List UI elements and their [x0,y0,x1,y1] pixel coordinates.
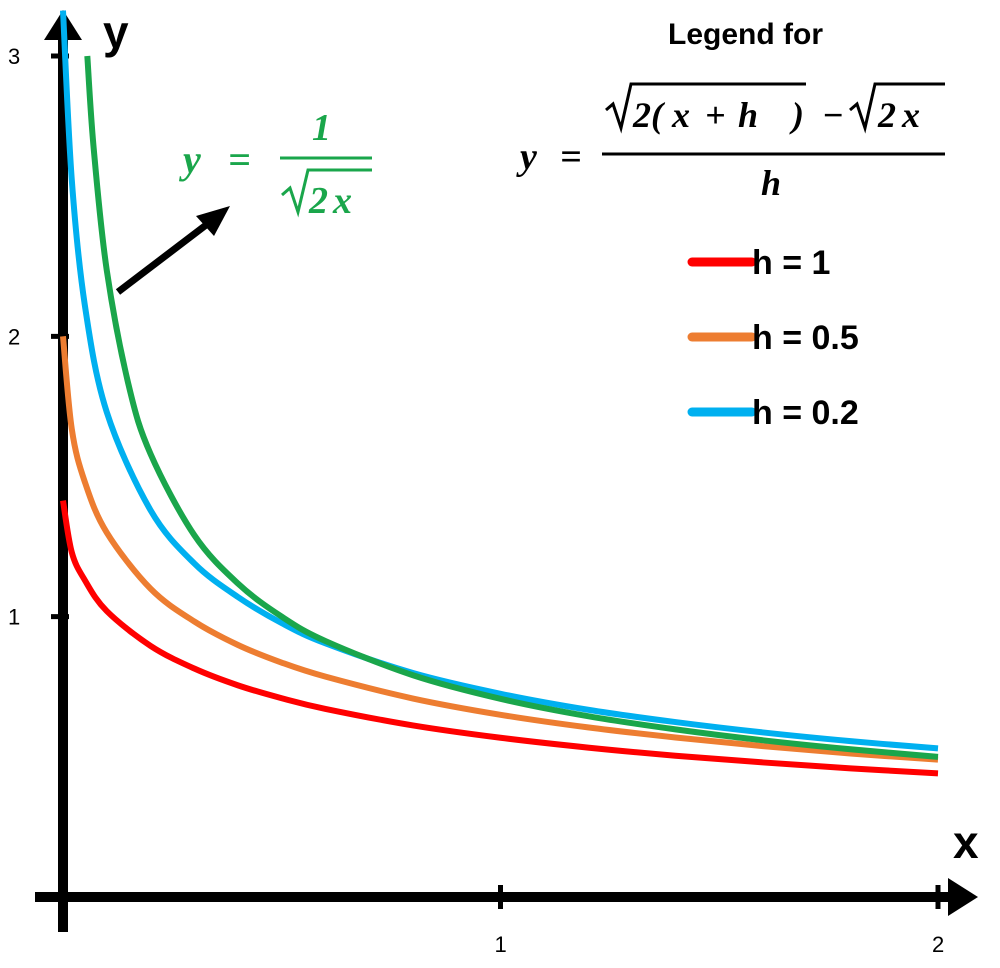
svg-text:h: h [761,163,781,203]
series-line-0 [60,500,939,777]
annotation-formula: y = 1 2 x [179,107,372,222]
legend-heading: Legend for [668,18,823,51]
legend: Legend for y = 2( x + h ) − 2 x h h = 1h… [516,18,945,432]
svg-text:x: x [671,95,690,135]
x-tick-label: 1 [495,932,507,957]
x-axis-title: x [953,816,979,868]
legend-formula: y = 2( x + h ) − 2 x h [516,82,945,203]
series-line-3 [84,55,939,760]
svg-text:x: x [901,95,920,135]
x-axis-arrowhead [948,878,978,916]
svg-text:+: + [705,95,726,135]
x-tick-label: 2 [932,932,944,957]
axes [35,10,978,932]
ticks: 1 2 1 2 3 [8,44,944,957]
legend-label: h = 0.2 [752,394,859,432]
legend-items: h = 1 h = 0.5 h = 0.2 [687,244,859,432]
annotation-arrow [115,206,230,295]
svg-text:x: x [332,180,352,222]
legend-label: h = 1 [752,244,830,282]
svg-text:=: = [228,137,251,182]
y-tick-label: 1 [8,605,20,630]
y-axis-title: y [103,6,129,58]
svg-text:y: y [179,137,201,182]
series-line-1 [60,336,939,763]
series-line-2 [60,10,939,752]
svg-text:): ) [789,95,804,135]
svg-text:=: = [560,136,582,178]
series-lines [60,10,939,777]
y-tick-label: 3 [8,44,20,69]
svg-text:y: y [516,136,537,178]
y-tick-label: 2 [8,324,20,349]
svg-text:h: h [738,95,758,135]
svg-text:2: 2 [877,95,896,135]
svg-text:1: 1 [312,107,331,149]
svg-text:−: − [822,95,844,135]
svg-text:2: 2 [308,180,328,222]
svg-text:2(: 2( [632,95,666,135]
legend-label: h = 0.5 [752,319,859,357]
